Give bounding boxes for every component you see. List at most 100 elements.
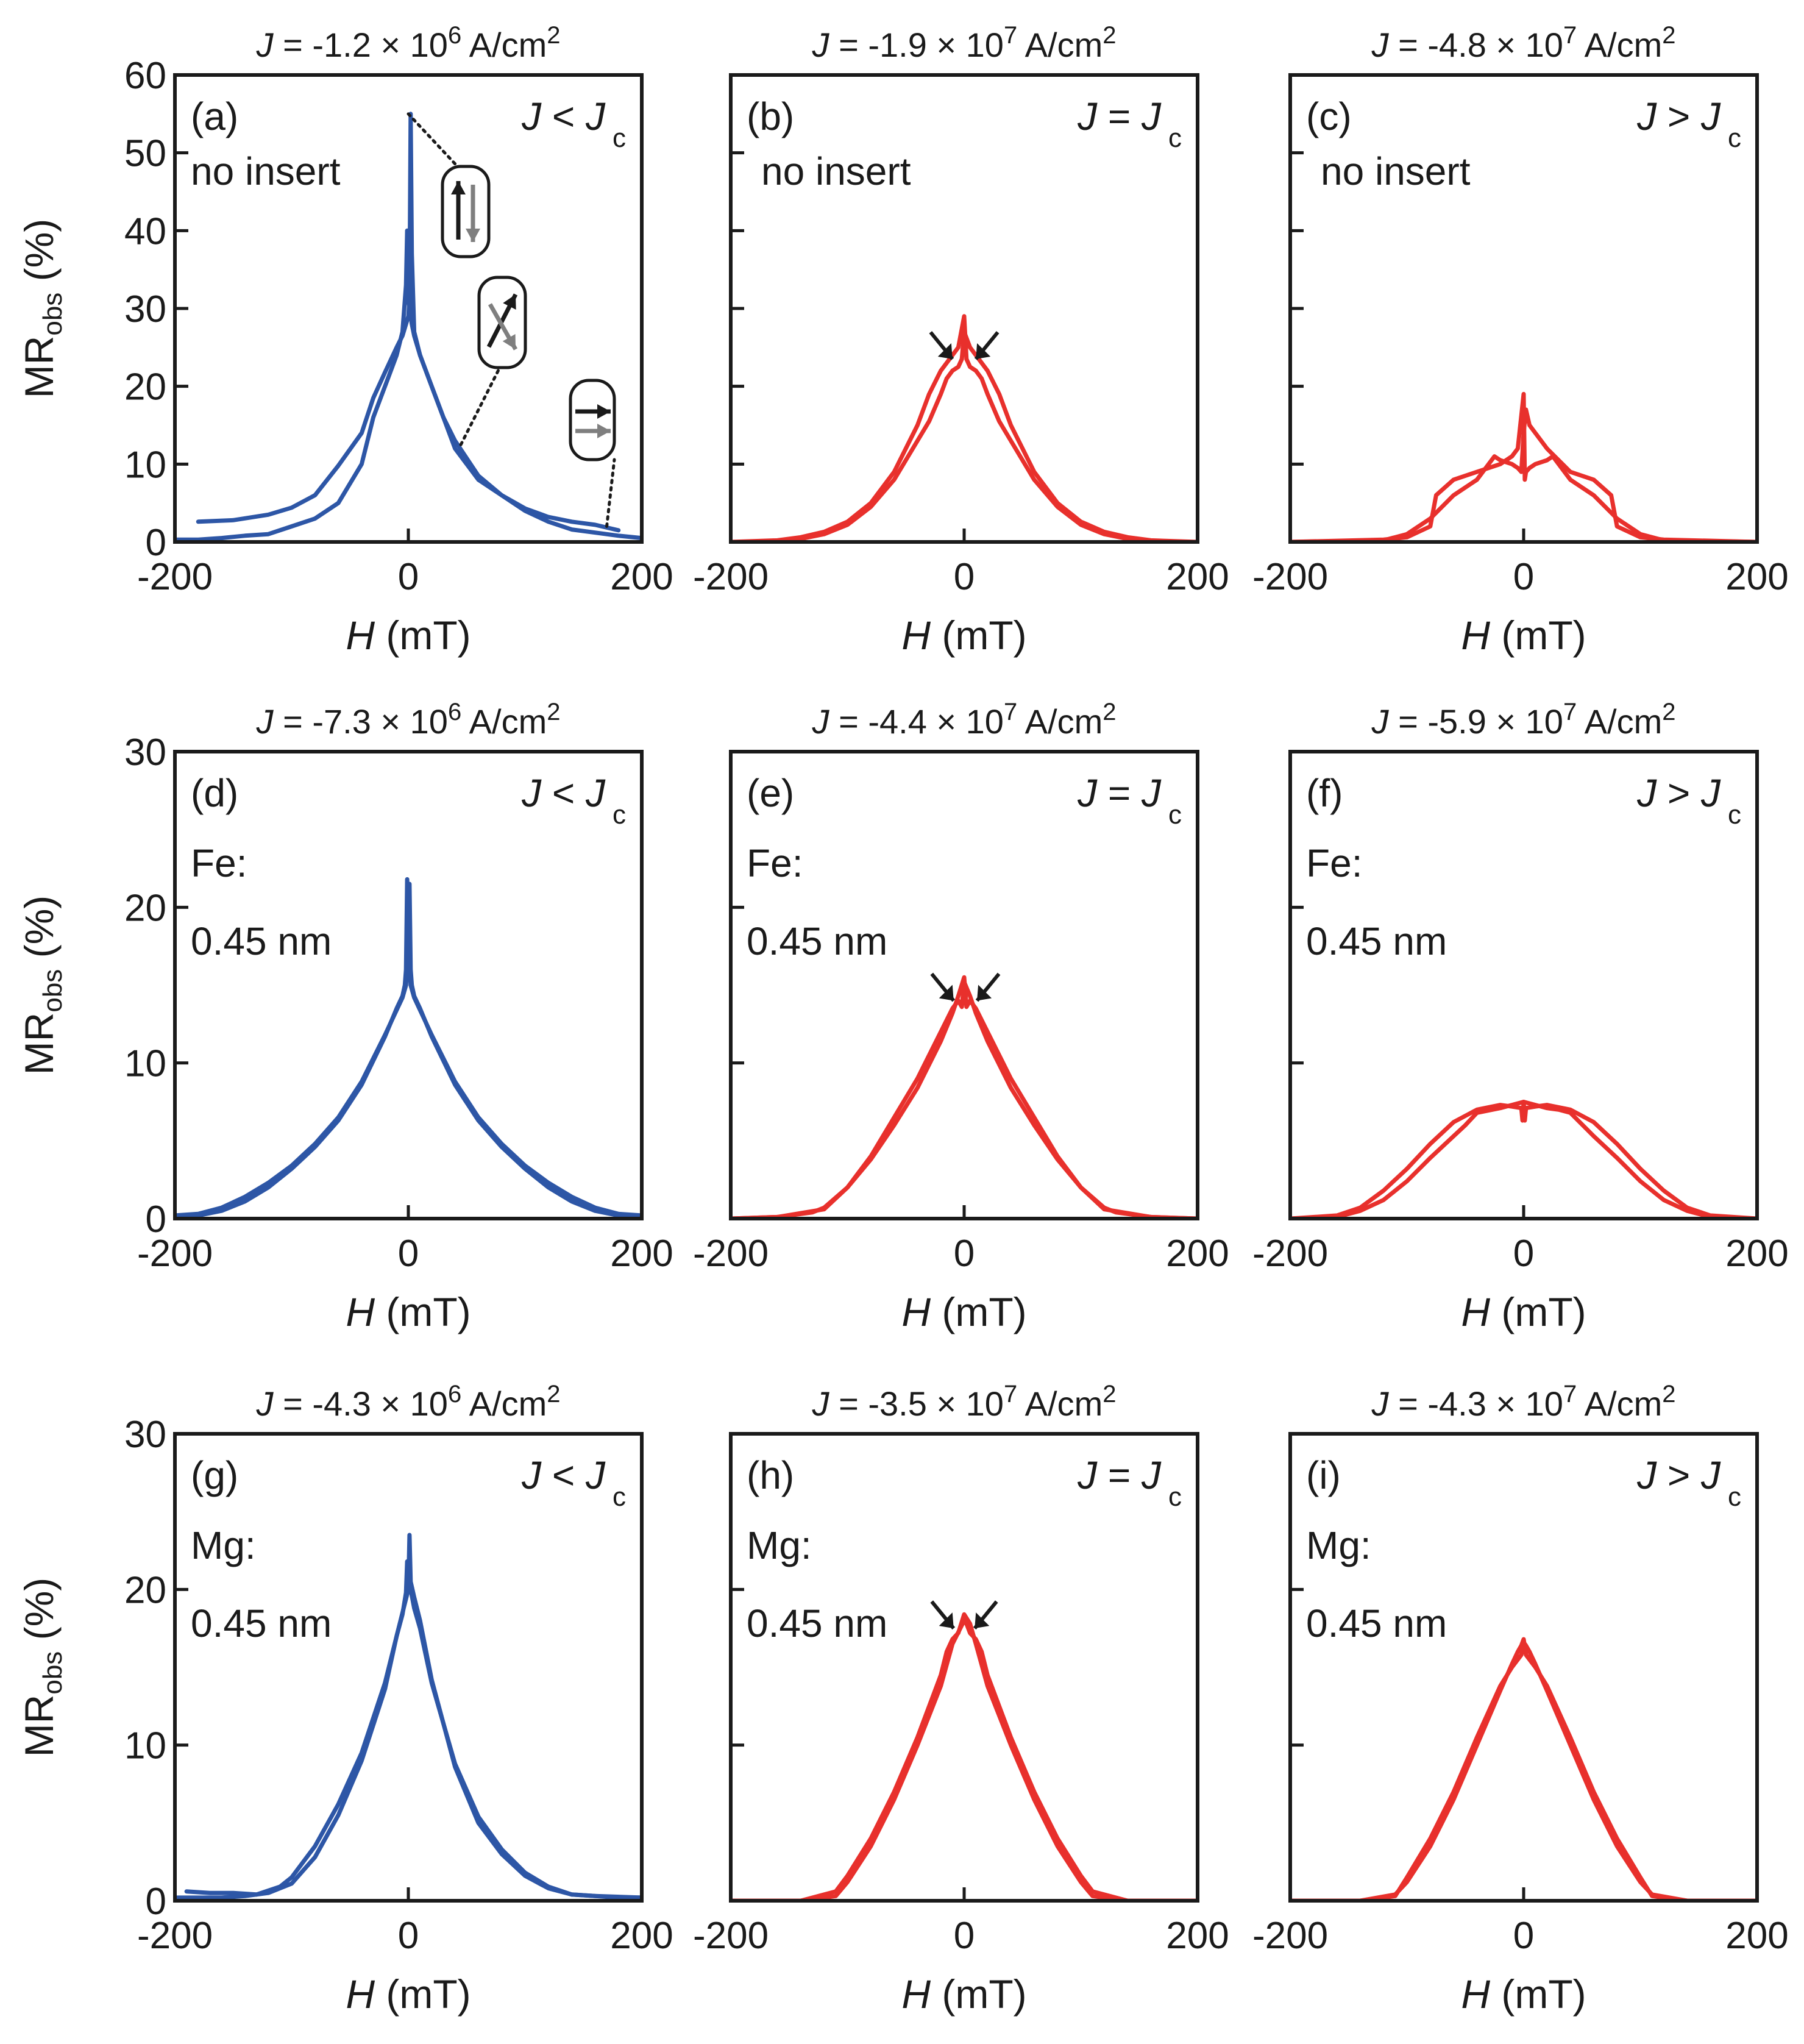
condition-subscript: c	[613, 1482, 626, 1512]
condition-rhs: J	[1141, 94, 1162, 138]
y-tick-label: 50	[124, 133, 166, 175]
y-axis-sub: obs	[38, 293, 68, 336]
panel-note: 0.45 nm	[747, 1601, 887, 1645]
x-tick-label: -200	[137, 1233, 213, 1275]
magnet-arrow-right-head	[597, 404, 611, 419]
condition-rel: =	[1097, 1453, 1142, 1497]
x-axis-var: H	[346, 1971, 375, 2017]
condition-lhs: J	[521, 94, 542, 138]
condition-lhs: J	[1077, 1453, 1098, 1497]
x-tick-label: -200	[1252, 1915, 1328, 1957]
chart-title: J = -1.2 × 106 A/cm2	[256, 22, 561, 64]
x-axis-label: H (mT)	[346, 1971, 471, 2017]
x-tick-label: 0	[1513, 1915, 1534, 1957]
chart-title: J = -7.3 × 106 A/cm2	[256, 699, 561, 741]
condition-rhs: J	[585, 771, 606, 815]
inset-leader	[605, 458, 616, 528]
chart-title: J = -4.3 × 107 A/cm2	[1371, 1381, 1676, 1423]
chart-title: J = -4.3 × 106 A/cm2	[256, 1381, 561, 1423]
panel-note: Mg:	[747, 1523, 812, 1567]
chart-panel-f: -200 0 200 H (mT) J = -5.9 × 107 A/cm2 (f) J >…	[1252, 699, 1789, 1334]
inset-box-parallel	[569, 379, 616, 461]
condition-label: J > J	[1636, 94, 1721, 138]
title-unit: A/cm	[461, 702, 547, 741]
series-line-e-0	[731, 975, 1198, 1219]
plot-frame	[1288, 1432, 1759, 1903]
title-var: J	[1371, 702, 1390, 741]
magnet-arrow-canted-head	[503, 294, 516, 310]
magnet-arrow-canted-gray-head	[502, 333, 516, 349]
panel-label: (a)	[191, 94, 238, 138]
x-tick-label: 0	[954, 1915, 975, 1957]
title-value: = -3.5 × 10	[829, 1384, 1004, 1423]
condition-rhs: J	[1700, 771, 1721, 815]
series-line-e-1	[731, 980, 1198, 1219]
condition-label: J = J	[1077, 1453, 1162, 1497]
panel-label: (d)	[191, 771, 238, 815]
panel-note: no insert	[761, 149, 911, 193]
shoulder-arrow-head	[976, 343, 991, 359]
condition-lhs: J	[1636, 94, 1657, 138]
x-tick-label: 0	[398, 1915, 419, 1957]
condition-subscript: c	[1168, 1482, 1182, 1512]
series-line-b-1	[731, 329, 1198, 542]
title-value: = -1.2 × 10	[274, 26, 448, 64]
title-exponent: 7	[1004, 1381, 1017, 1408]
series-line-h-1	[731, 1612, 1198, 1901]
y-tick-label: 10	[124, 1043, 166, 1085]
x-axis-unit: (mT)	[1490, 613, 1586, 658]
title-exponent: 6	[448, 1381, 461, 1408]
title-unit-exponent: 2	[547, 699, 560, 725]
condition-label: J = J	[1077, 94, 1162, 138]
plot-frame	[729, 73, 1199, 544]
inset-leader	[407, 112, 465, 174]
series-line-a-1	[175, 228, 621, 542]
panel-note: 0.45 nm	[1306, 1601, 1447, 1645]
x-tick-label: 0	[398, 556, 419, 598]
y-axis-label: MRobs (%)	[16, 219, 68, 399]
magnet-arrow-down-head	[466, 229, 480, 242]
y-axis-main: MR	[16, 336, 62, 399]
y-tick-label: 30	[124, 288, 166, 330]
x-tick-label: -200	[693, 1233, 769, 1275]
y-axis-sub: obs	[38, 1651, 68, 1695]
x-tick-label: 0	[1513, 1233, 1534, 1275]
x-tick-label: 200	[610, 1233, 673, 1275]
y-tick-label: 30	[124, 1414, 166, 1456]
shoulder-arrow-head	[975, 1612, 990, 1629]
x-axis-var: H	[1461, 613, 1490, 658]
x-axis-unit: (mT)	[375, 1289, 471, 1334]
y-tick-label: 20	[124, 366, 166, 408]
title-exponent: 7	[1563, 1381, 1577, 1408]
condition-subscript: c	[1728, 800, 1741, 830]
panel-label: (f)	[1306, 771, 1343, 815]
x-axis-label: H (mT)	[346, 613, 471, 658]
x-tick-label: 200	[610, 556, 673, 598]
y-tick-label: 20	[124, 1569, 166, 1611]
condition-lhs: J	[1077, 94, 1098, 138]
condition-lhs: J	[1636, 1453, 1657, 1497]
title-var: J	[812, 1384, 830, 1423]
x-axis-unit: (mT)	[375, 1971, 471, 2017]
x-axis-label: H (mT)	[346, 1289, 471, 1334]
title-unit-exponent: 2	[1662, 699, 1675, 725]
condition-rel: >	[1657, 771, 1701, 815]
x-tick-label: -200	[693, 1915, 769, 1957]
panel-note: 0.45 nm	[191, 1601, 332, 1645]
y-tick-label: 0	[146, 1198, 166, 1241]
y-tick-label: 40	[124, 210, 166, 252]
condition-label: J > J	[1636, 771, 1721, 815]
condition-rhs: J	[585, 1453, 606, 1497]
panel-note: 0.45 nm	[1306, 919, 1447, 963]
x-tick-label: 0	[398, 1233, 419, 1275]
condition-subscript: c	[613, 800, 626, 830]
x-axis-var: H	[901, 1971, 931, 2017]
title-unit: A/cm	[1017, 26, 1103, 64]
y-axis-label: MRobs (%)	[16, 896, 68, 1075]
y-axis-sub: obs	[38, 969, 68, 1013]
title-value: = -1.9 × 10	[829, 26, 1004, 64]
title-unit: A/cm	[461, 1384, 547, 1423]
x-tick-label: -200	[1252, 1233, 1328, 1275]
condition-label: J < J	[521, 94, 606, 138]
